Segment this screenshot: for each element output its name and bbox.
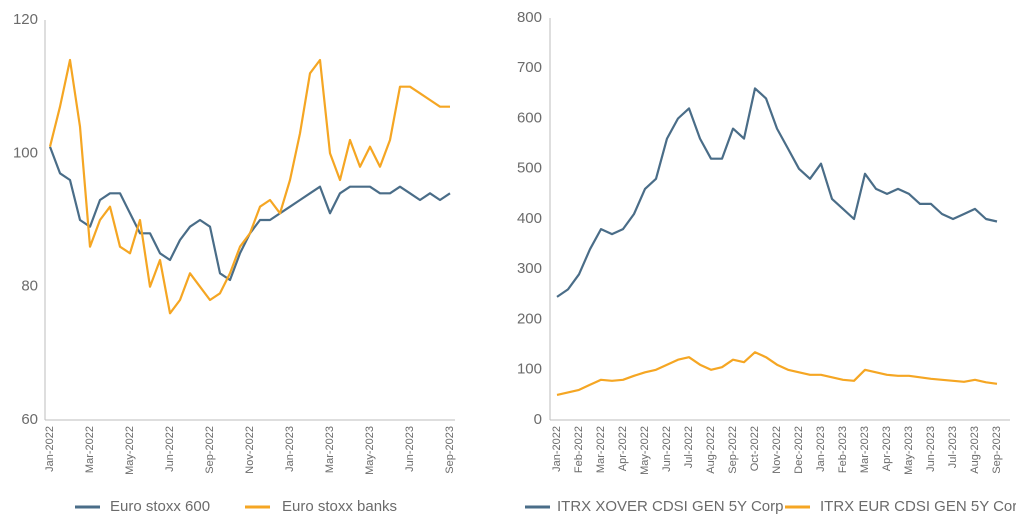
x-tick-label: May-2022 [124, 426, 136, 475]
y-tick-label: 80 [21, 278, 38, 295]
y-tick-label: 100 [13, 144, 38, 161]
x-tick-label: Sep-2022 [727, 426, 739, 474]
y-tick-label: 800 [517, 9, 542, 26]
x-tick-label: Oct-2022 [749, 426, 761, 471]
data-line [556, 87, 998, 298]
x-tick-label: May-2023 [903, 426, 915, 475]
y-tick-label: 0 [534, 411, 542, 428]
data-line [48, 146, 451, 282]
x-tick-label: Mar-2023 [859, 426, 871, 473]
y-tick-label: 400 [517, 210, 542, 227]
x-tick-label: Dec-2022 [793, 426, 805, 474]
x-tick-label: Nov-2022 [244, 426, 256, 474]
x-tick-label: Sep-2022 [204, 426, 216, 474]
x-tick-label: Jan-2022 [44, 426, 56, 472]
legend-label: Euro stoxx 600 [110, 498, 210, 515]
legend-label: Euro stoxx banks [282, 498, 397, 515]
x-tick-label: Jan-2022 [551, 426, 563, 472]
legend-label: ITRX XOVER CDSI GEN 5Y Corp [557, 498, 783, 515]
x-tick-label: May-2023 [364, 426, 376, 475]
x-tick-label: Jul-2022 [683, 426, 695, 468]
legend-label: ITRX EUR CDSI GEN 5Y Corp [820, 498, 1016, 515]
x-tick-label: Feb-2022 [573, 426, 585, 473]
y-tick-label: 120 [13, 11, 38, 28]
y-tick-label: 300 [517, 260, 542, 277]
x-tick-label: Jun-2023 [404, 426, 416, 472]
y-tick-label: 700 [517, 59, 542, 76]
x-tick-label: Mar-2022 [84, 426, 96, 473]
x-tick-label: Sep-2023 [991, 426, 1003, 474]
x-tick-label: Aug-2023 [969, 426, 981, 474]
y-tick-label: 100 [517, 361, 542, 378]
x-tick-label: Jul-2023 [947, 426, 959, 468]
x-tick-label: Jan-2023 [284, 426, 296, 472]
x-tick-label: Apr-2023 [881, 426, 893, 471]
y-tick-label: 200 [517, 310, 542, 327]
x-tick-label: Jun-2022 [661, 426, 673, 472]
x-tick-label: Mar-2022 [595, 426, 607, 473]
data-line [556, 351, 998, 396]
x-tick-label: May-2022 [639, 426, 651, 475]
x-tick-label: Aug-2022 [705, 426, 717, 474]
x-tick-label: Mar-2023 [324, 426, 336, 473]
x-tick-label: Sep-2023 [444, 426, 456, 474]
x-tick-label: Nov-2022 [771, 426, 783, 474]
y-tick-label: 60 [21, 411, 38, 428]
y-tick-label: 600 [517, 109, 542, 126]
data-line [48, 58, 450, 315]
x-tick-label: Feb-2023 [837, 426, 849, 473]
x-tick-label: Jan-2023 [815, 426, 827, 472]
x-tick-label: Jun-2023 [925, 426, 937, 472]
x-tick-label: Apr-2022 [617, 426, 629, 471]
x-tick-label: Jun-2022 [164, 426, 176, 472]
y-tick-label: 500 [517, 160, 542, 177]
